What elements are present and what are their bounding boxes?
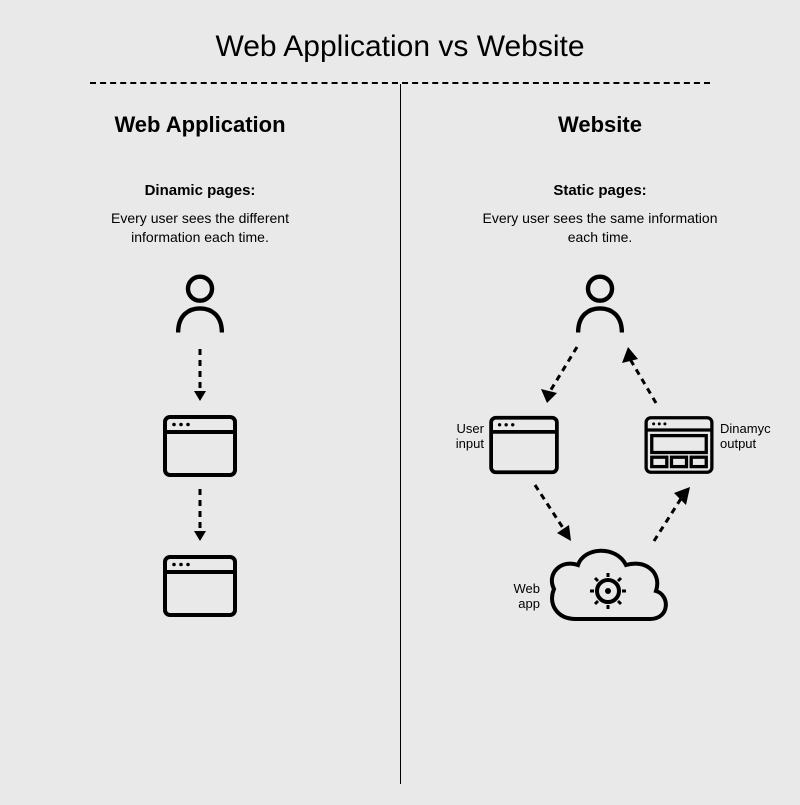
input-label: Userinput: [438, 421, 484, 452]
output-label: Dinamycoutput: [720, 421, 780, 452]
webapp-label: Webapp: [500, 581, 540, 612]
left-description: Every user sees the different informatio…: [80, 209, 320, 247]
page-title: Web Application vs Website: [0, 0, 800, 82]
browser-window-icon: [487, 463, 561, 480]
right-column: Website Static pages: Every user sees th…: [400, 84, 800, 784]
user-node: [565, 269, 635, 339]
browser-layout-icon: [642, 463, 716, 480]
left-flow: [20, 269, 380, 619]
right-description: Every user sees the same information eac…: [480, 209, 720, 247]
left-heading: Web Application: [20, 112, 380, 138]
dashed-arrow-down-icon: [190, 487, 210, 545]
cloud-gear-icon: [538, 624, 678, 641]
right-flow: Userinput Dinam: [420, 269, 780, 699]
user-icon: [165, 269, 235, 339]
right-heading: Website: [420, 112, 780, 138]
left-column: Web Application Dinamic pages: Every use…: [0, 84, 400, 784]
dashed-arrow-down-left-icon: [535, 341, 585, 411]
dashed-arrow-down-icon: [190, 347, 210, 405]
dashed-arrow-up-left-icon: [618, 341, 668, 411]
input-node: [487, 414, 561, 476]
right-subheading: Static pages:: [420, 182, 780, 199]
output-node: [642, 414, 716, 476]
browser-window-icon: [161, 553, 239, 619]
browser-window-icon: [161, 413, 239, 479]
webapp-node: [538, 537, 678, 637]
columns: Web Application Dinamic pages: Every use…: [0, 84, 800, 784]
left-subheading: Dinamic pages:: [20, 182, 380, 199]
